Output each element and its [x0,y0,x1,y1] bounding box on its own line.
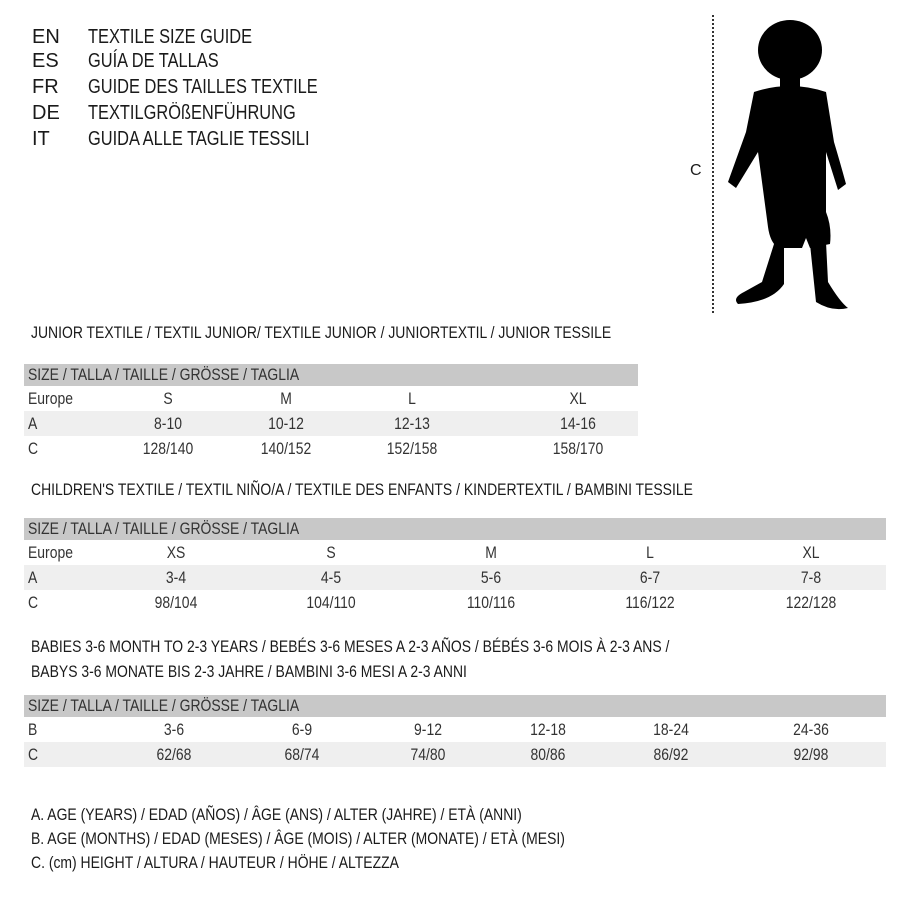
table-cell: L [646,543,654,562]
table-title: BABIES 3-6 MONTH TO 2-3 YEARS / BEBÉS 3-… [31,637,810,657]
legend-item: C. (cm) HEIGHT / ALTURA / HAUTEUR / HÖHE… [31,853,480,873]
table-row: C 128/140 140/152 152/158 158/170 [24,436,638,461]
table-cell: 74/80 [410,745,446,764]
table-row: Europe S M L XL [24,386,638,411]
table-cell: 24-36 [793,720,829,739]
language-title: GUIDE DES TAILLES TEXTILE [88,76,368,99]
table-title-text: CHILDREN'S TEXTILE / TEXTIL NIÑO/A / TEX… [31,480,693,499]
size-table: SIZE / TALLA / TAILLE / GRÖSSE / TAGLIA E… [24,518,886,615]
table-cell: 10-12 [268,414,304,433]
table-title-line2: BABYS 3-6 MONATE BIS 2-3 JAHRE / BAMBINI… [31,662,563,682]
table-cell: 12-13 [394,414,430,433]
language-title-text: TEXTILGRÖßENFÜHRUNG [88,102,296,124]
child-silhouette-icon [728,20,848,310]
language-title-text: GUÍA DE TALLAS [88,50,219,72]
table-cell: 158/170 [552,439,604,458]
table-title-text: JUNIOR TEXTILE / TEXTIL JUNIOR/ TEXTILE … [31,323,612,342]
table-header-text: SIZE / TALLA / TAILLE / GRÖSSE / TAGLIA [28,696,300,715]
table-row: C 62/68 68/74 74/80 80/86 86/92 92/98 [24,742,886,767]
table-cell: 80/86 [530,745,566,764]
table-cell: 3-4 [165,568,187,587]
language-code: IT [32,128,50,150]
language-title-text: TEXTILE SIZE GUIDE [88,26,253,48]
table-header-text: SIZE / TALLA / TAILLE / GRÖSSE / TAGLIA [28,365,300,384]
row-label: Europe [28,543,73,562]
legend-text: A. AGE (YEARS) / EDAD (AÑOS) / ÂGE (ANS)… [31,805,522,824]
table-cell: 3-6 [163,720,185,739]
table-cell: XL [802,543,820,562]
table-cell: 86/92 [653,745,689,764]
language-title: TEXTILGRÖßENFÜHRUNG [88,102,341,125]
table-cell: 12-18 [530,720,566,739]
table-row: B 3-6 6-9 9-12 12-18 18-24 24-36 [24,717,886,742]
row-label: C [28,593,39,612]
language-title-text: GUIDE DES TAILLES TEXTILE [88,76,318,98]
table-cell: 18-24 [653,720,689,739]
table-cell: 5-6 [480,568,502,587]
legend-text: B. AGE (MONTHS) / EDAD (MESES) / ÂGE (MO… [31,829,565,848]
table-title: JUNIOR TEXTILE / TEXTIL JUNIOR/ TEXTILE … [31,323,739,343]
row-label: Europe [28,389,73,408]
row-label: B [28,720,38,739]
language-code: FR [32,76,59,98]
table-cell: 4-5 [320,568,342,587]
table-cell: 62/68 [156,745,192,764]
table-header: SIZE / TALLA / TAILLE / GRÖSSE / TAGLIA [24,364,638,386]
row-label: A [28,568,38,587]
height-measure-line [712,15,714,313]
table-cell: 110/116 [466,593,516,612]
table-cell: XS [166,543,186,562]
table-cell: XL [569,389,587,408]
size-table: SIZE / TALLA / TAILLE / GRÖSSE / TAGLIA B… [24,695,886,767]
row-label: C [28,439,39,458]
table-cell: S [163,389,173,408]
table-cell: 6-7 [639,568,661,587]
table-cell: M [280,389,292,408]
language-code: DE [32,102,60,124]
table-row: C 98/104 104/110 110/116 116/122 122/128 [24,590,886,615]
table-cell: 104/110 [306,593,356,612]
language-code: EN [32,26,60,48]
table-cell: 7-8 [800,568,822,587]
legend-text: C. (cm) HEIGHT / ALTURA / HAUTEUR / HÖHE… [31,853,399,872]
table-cell: 140/152 [260,439,312,458]
table-cell: L [408,389,416,408]
legend-item: A. AGE (YEARS) / EDAD (AÑOS) / ÂGE (ANS)… [31,805,630,825]
table-row: A 8-10 10-12 12-13 14-16 [24,411,638,436]
table-cell: M [485,543,497,562]
language-title: GUIDA ALLE TAGLIE TESSILI [88,128,358,151]
table-row: A 3-4 4-5 5-6 6-7 7-8 [24,565,886,590]
language-title: GUÍA DE TALLAS [88,50,247,73]
table-cell: 9-12 [414,720,442,739]
table-cell: 6-9 [291,720,313,739]
table-cell: 92/98 [793,745,829,764]
table-cell: 152/158 [386,439,438,458]
table-header-text: SIZE / TALLA / TAILLE / GRÖSSE / TAGLIA [28,519,300,538]
size-table: SIZE / TALLA / TAILLE / GRÖSSE / TAGLIA E… [24,364,638,461]
table-title-text: BABYS 3-6 MONATE BIS 2-3 JAHRE / BAMBINI… [31,662,467,681]
table-title-text: BABIES 3-6 MONTH TO 2-3 YEARS / BEBÉS 3-… [31,637,670,656]
language-title-text: GUIDA ALLE TAGLIE TESSILI [88,128,310,150]
table-cell: S [326,543,336,562]
table-cell: 98/104 [154,593,198,612]
table-header: SIZE / TALLA / TAILLE / GRÖSSE / TAGLIA [24,518,886,540]
table-cell: 128/140 [142,439,194,458]
row-label: C [28,745,39,764]
table-cell: 122/128 [785,593,837,612]
table-row: Europe XS S M L XL [24,540,886,565]
table-cell: 8-10 [154,414,182,433]
table-title: CHILDREN'S TEXTILE / TEXTIL NIÑO/A / TEX… [31,480,838,500]
table-header: SIZE / TALLA / TAILLE / GRÖSSE / TAGLIA [24,695,886,717]
table-cell: 68/74 [284,745,320,764]
table-cell: 14-16 [560,414,596,433]
height-measure-label: C [690,162,702,179]
row-label: A [28,414,38,433]
table-cell: 116/122 [625,593,675,612]
language-code: ES [32,50,59,72]
legend-item: B. AGE (MONTHS) / EDAD (MESES) / ÂGE (MO… [31,829,682,849]
language-title: TEXTILE SIZE GUIDE [88,26,288,49]
